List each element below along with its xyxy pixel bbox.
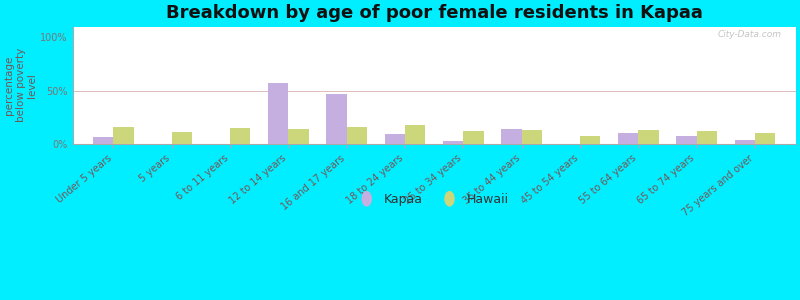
Bar [73, 26, 796, 27]
Bar [618, 134, 638, 144]
Bar [73, 26, 796, 27]
Bar [73, 26, 796, 27]
Bar [73, 26, 796, 27]
Bar [268, 83, 288, 144]
Bar [697, 131, 717, 144]
Bar [73, 26, 796, 27]
Bar [73, 26, 796, 27]
Bar [73, 26, 796, 27]
Title: Breakdown by age of poor female residents in Kapaa: Breakdown by age of poor female resident… [166, 4, 702, 22]
Bar [676, 136, 697, 144]
Y-axis label: percentage
below poverty
level: percentage below poverty level [4, 48, 38, 122]
Text: City-Data.com: City-Data.com [718, 30, 782, 39]
Bar [755, 134, 775, 144]
Bar [73, 26, 796, 27]
Bar [73, 26, 796, 27]
Bar [73, 26, 796, 27]
Bar [73, 26, 796, 27]
Legend: Kapaa, Hawaii: Kapaa, Hawaii [359, 193, 509, 206]
Bar [288, 129, 309, 144]
Bar [73, 26, 796, 27]
Bar [73, 26, 796, 27]
Bar [73, 26, 796, 27]
Bar [73, 26, 796, 27]
Bar [73, 26, 796, 27]
Bar [73, 26, 796, 27]
Bar [73, 26, 796, 27]
Bar [73, 26, 796, 27]
Bar [385, 134, 405, 144]
Bar [172, 132, 192, 144]
Bar [463, 131, 484, 144]
Bar [73, 26, 796, 27]
Bar [73, 26, 796, 27]
Bar [73, 26, 796, 27]
Bar [73, 26, 796, 27]
Bar [502, 129, 522, 144]
Bar [114, 127, 134, 144]
Bar [73, 26, 796, 27]
Bar [443, 141, 463, 144]
Bar [73, 26, 796, 27]
Bar [73, 26, 796, 27]
Bar [73, 26, 796, 27]
Bar [638, 130, 658, 144]
Bar [326, 94, 346, 144]
Bar [73, 26, 796, 27]
Bar [73, 26, 796, 27]
Bar [73, 26, 796, 27]
Bar [580, 136, 601, 144]
Bar [73, 26, 796, 27]
Bar [346, 127, 367, 144]
Bar [73, 26, 796, 27]
Bar [73, 26, 796, 27]
Bar [73, 26, 796, 27]
Bar [734, 140, 755, 144]
Bar [73, 26, 796, 27]
Bar [73, 26, 796, 27]
Bar [522, 130, 542, 144]
Bar [73, 26, 796, 27]
Bar [73, 26, 796, 27]
Bar [405, 125, 426, 144]
Bar [93, 136, 114, 144]
Bar [73, 26, 796, 27]
Bar [230, 128, 250, 144]
